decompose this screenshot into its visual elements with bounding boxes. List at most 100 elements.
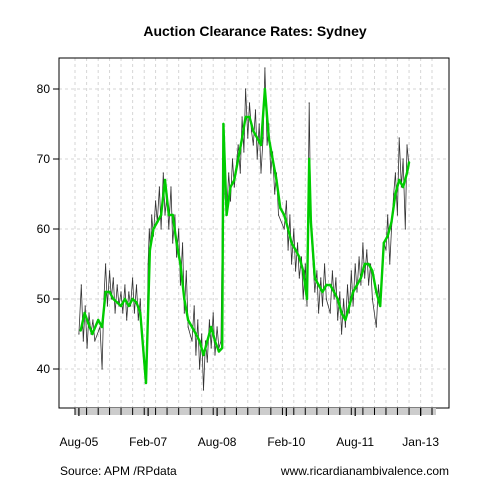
- smoothed-point: [159, 213, 163, 217]
- smoothed-point: [298, 255, 301, 259]
- smoothed-point: [371, 269, 374, 273]
- smoothed-point: [390, 220, 393, 224]
- weekly-point: [389, 263, 391, 265]
- weekly-point: [321, 305, 324, 307]
- weekly-point: [128, 291, 130, 293]
- x-tick-label: Feb-07: [129, 435, 167, 449]
- smoothed-point: [329, 283, 332, 287]
- weekly-point: [228, 172, 230, 174]
- weekly-point: [195, 354, 197, 356]
- weekly-point: [101, 368, 103, 370]
- smoothed-point: [163, 178, 167, 182]
- smoothed-point: [252, 129, 255, 133]
- smoothed-point: [386, 234, 389, 238]
- smoothed-point: [167, 213, 171, 217]
- smoothed-point: [186, 318, 190, 322]
- weekly-point: [191, 340, 193, 342]
- smoothed-point: [175, 241, 178, 245]
- weekly-point: [283, 228, 285, 230]
- smoothed-point: [275, 178, 278, 182]
- weekly-point: [375, 326, 377, 328]
- weekly-point: [335, 277, 337, 279]
- weekly-point: [254, 109, 257, 111]
- weekly-point: [112, 277, 114, 279]
- smoothed-point: [317, 283, 320, 287]
- weekly-point: [139, 298, 141, 300]
- weekly-point: [302, 298, 304, 300]
- smoothed-point: [119, 304, 123, 308]
- x-tick-label: Aug-11: [336, 435, 374, 449]
- weekly-point: [348, 312, 350, 314]
- smoothed-point: [256, 136, 259, 140]
- weekly-point: [198, 368, 201, 370]
- smoothed-point: [407, 161, 411, 164]
- weekly-point: [185, 270, 187, 272]
- smoothed-point: [104, 290, 107, 294]
- weekly-point: [132, 277, 134, 279]
- smoothed-point: [222, 122, 225, 126]
- plot-frame: [58, 57, 450, 409]
- weekly-point: [250, 130, 253, 132]
- weekly-point: [385, 249, 387, 251]
- website-credit: www.ricardianambivalence.com: [280, 464, 449, 478]
- x-tick-label: Aug-05: [60, 435, 99, 449]
- weekly-point: [239, 172, 241, 174]
- weekly-point: [393, 193, 395, 195]
- smoothed-point: [217, 350, 221, 353]
- weekly-point: [204, 340, 207, 342]
- x-axis: Aug-05 Feb-07 Aug-08 Feb-10 Aug-11 Jan-13: [60, 408, 439, 449]
- weekly-point: [339, 291, 341, 293]
- weekly-point: [187, 326, 189, 328]
- smoothed-point: [123, 297, 127, 301]
- weekly-point: [237, 144, 239, 146]
- weekly-point: [350, 270, 352, 272]
- smoothed-point: [179, 262, 182, 266]
- smoothed-point: [148, 248, 152, 252]
- smoothed-point: [209, 325, 213, 329]
- smoothed-point: [355, 283, 359, 287]
- weekly-point: [354, 263, 356, 265]
- smoothed-point: [401, 185, 405, 189]
- y-tick-label: 50: [37, 292, 51, 306]
- weekly-point: [216, 326, 218, 328]
- weekly-point: [300, 256, 303, 258]
- weekly-point: [193, 305, 195, 307]
- weekly-point: [371, 298, 373, 300]
- smoothed-point: [190, 325, 194, 329]
- y-axis: 40 50 60 70 80: [37, 82, 59, 376]
- smoothed-point: [378, 304, 382, 308]
- smoothed-point: [290, 241, 293, 245]
- smoothed-point: [263, 87, 267, 91]
- x-tick-label: Jan-13: [402, 435, 439, 449]
- smoothed-point: [139, 311, 142, 315]
- weekly-point: [344, 326, 346, 328]
- weekly-point: [84, 305, 86, 307]
- weekly-point: [329, 312, 331, 314]
- weekly-point: [340, 333, 343, 335]
- weekly-point: [110, 298, 112, 300]
- weekly-point: [174, 214, 176, 216]
- weekly-point: [160, 228, 162, 230]
- weekly-point: [358, 256, 360, 258]
- chart-title: Auction Clearance Rates: Sydney: [143, 23, 367, 39]
- smoothed-point: [307, 157, 311, 161]
- weekly-point: [137, 319, 139, 321]
- smoothed-point: [363, 262, 366, 266]
- smoothed-point: [156, 220, 159, 224]
- weekly-point: [197, 319, 199, 321]
- smoothed-point: [309, 220, 313, 224]
- smoothed-point: [382, 241, 386, 245]
- smoothed-point: [325, 283, 328, 287]
- weekly-point: [360, 284, 362, 286]
- smoothed-point: [91, 332, 94, 336]
- smoothed-point: [336, 297, 339, 301]
- smoothed-point: [271, 157, 274, 161]
- weekly-point: [80, 284, 82, 286]
- weekly-point: [343, 298, 345, 300]
- weekly-point: [352, 305, 354, 307]
- smoothed-point: [236, 157, 240, 161]
- smoothed-point: [131, 297, 134, 301]
- smoothed-point: [244, 115, 247, 119]
- smoothed-point: [279, 206, 282, 210]
- weekly-point: [346, 284, 349, 286]
